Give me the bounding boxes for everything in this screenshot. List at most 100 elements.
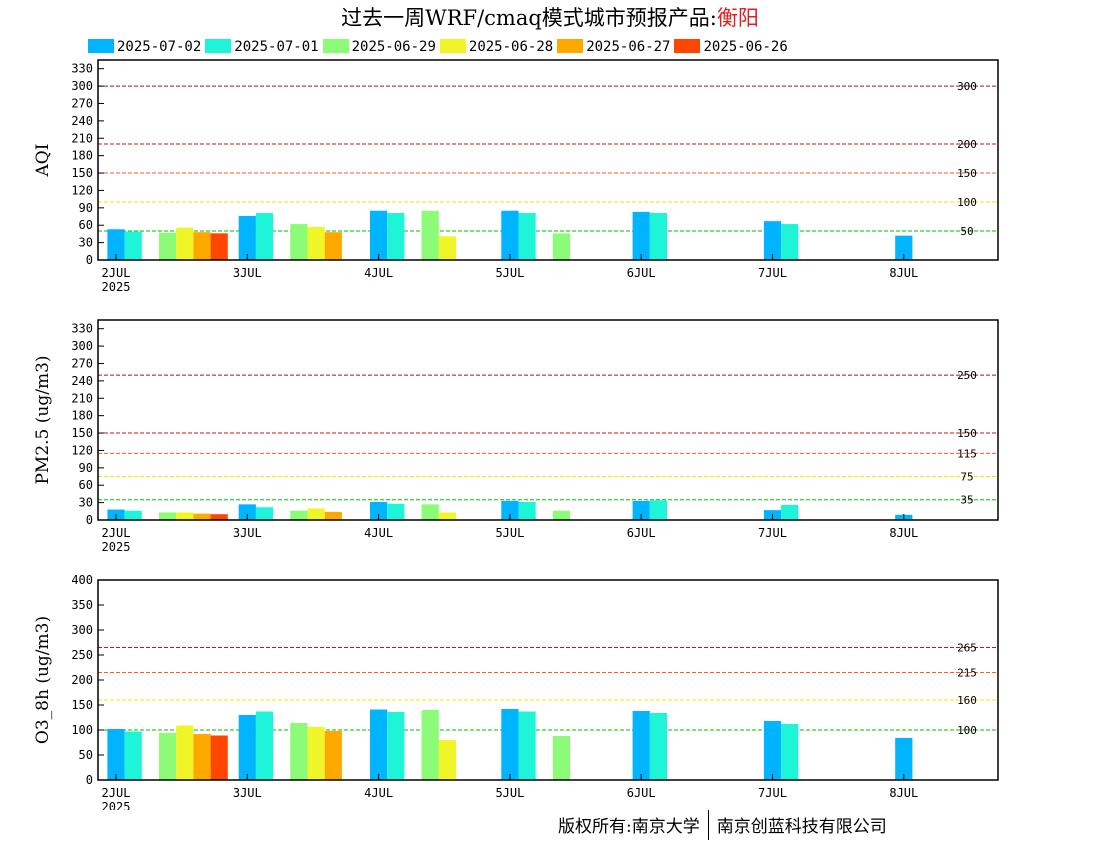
threshold-label: 100: [957, 196, 977, 209]
bar: [107, 229, 125, 260]
bar: [649, 713, 667, 780]
bar: [649, 500, 667, 520]
legend-item: 2025-06-29: [322, 38, 436, 56]
bar: [193, 513, 211, 520]
chart-panel: 265 215 160 100 0 50 100 150 200 250 300 350 400 2JUL…: [33, 573, 999, 810]
x-tick-label: 4JUL: [364, 266, 393, 280]
bar: [210, 233, 228, 260]
y-tick-label: 210: [71, 131, 93, 145]
bar: [107, 729, 125, 780]
x-tick-label: 5JUL: [495, 526, 524, 540]
threshold-label: 215: [957, 667, 977, 680]
legend-label: 2025-06-26: [703, 39, 788, 55]
bar: [632, 711, 650, 780]
legend-swatch: [205, 39, 232, 53]
bar: [552, 510, 571, 520]
plot-frame: [97, 579, 999, 781]
plot-frame: [97, 59, 999, 261]
y-tick-label: 180: [71, 149, 93, 163]
legend-label: 2025-06-27: [586, 39, 671, 55]
bar: [763, 721, 782, 780]
y-tick-label: 150: [71, 426, 93, 440]
bar: [255, 213, 274, 260]
y-tick-label: 400: [71, 573, 93, 587]
bar: [421, 504, 439, 520]
legend-swatch: [322, 39, 349, 53]
threshold-label: 160: [957, 694, 977, 707]
x-tick-label: 7JUL: [758, 786, 787, 800]
title-prefix: 过去一周WRF/cmaq模式城市预报产品:: [341, 6, 717, 30]
chart-title: 过去一周WRF/cmaq模式城市预报产品:衡阳: [0, 2, 1100, 32]
footer-left: 版权所有:南京大学: [558, 817, 700, 837]
bar: [255, 507, 274, 520]
y-tick-label: 180: [71, 409, 93, 423]
bar: [632, 500, 650, 520]
x-tick-label: 2JUL: [102, 526, 131, 540]
y-tick-label: 150: [71, 166, 93, 180]
bar: [781, 224, 799, 260]
threshold-label: 250: [957, 369, 977, 382]
y-tick-label: 100: [71, 723, 93, 737]
bar: [290, 224, 308, 260]
bar: [501, 500, 519, 520]
legend-label: 2025-07-02: [117, 39, 202, 55]
bar: [210, 735, 228, 780]
title-city: 衡阳: [716, 6, 759, 30]
bar: [159, 512, 177, 520]
y-tick-label: 60: [79, 478, 93, 492]
footer-separator: [707, 810, 709, 840]
y-tick-label: 270: [71, 96, 93, 110]
bar: [552, 736, 571, 780]
chart-area: 3002001501005003060901201501802102402703…: [33, 59, 999, 810]
y-tick-label: 300: [71, 339, 93, 353]
bar: [307, 226, 325, 260]
bar: [176, 227, 194, 260]
y-tick-label: 330: [71, 322, 93, 336]
legend-item: 2025-06-26: [674, 38, 788, 56]
bar: [438, 740, 456, 780]
legend-item: 2025-06-27: [557, 38, 670, 56]
bar: [518, 213, 536, 260]
y-tick-label: 120: [71, 443, 93, 457]
threshold-label: 300: [957, 80, 977, 93]
y-tick-label: 120: [71, 183, 93, 197]
bar: [387, 213, 405, 260]
y-tick-label: 300: [71, 79, 93, 93]
y-tick-label: 0: [86, 253, 93, 267]
bar: [238, 715, 256, 780]
bar: [290, 510, 308, 520]
bar: [324, 731, 342, 780]
legend-item: 2025-07-02: [88, 38, 201, 56]
x-tick-label: 6JUL: [627, 786, 656, 800]
legend-swatch: [674, 39, 701, 53]
bar: [124, 510, 142, 520]
y-axis-label: PM2.5 (ug/m3): [33, 355, 53, 484]
bar: [438, 236, 456, 260]
bar: [176, 725, 194, 780]
bar: [895, 738, 913, 780]
x-tick-label: 6JUL: [627, 526, 656, 540]
y-tick-label: 240: [71, 374, 93, 388]
copyright-footer: 版权所有:南京大学 南京创蓝科技有限公司: [558, 810, 887, 840]
bar: [124, 231, 142, 260]
legend-label: 2025-07-01: [234, 39, 319, 55]
x-tick-label: 2JUL: [102, 266, 131, 280]
y-tick-label: 90: [79, 461, 93, 475]
y-tick-label: 210: [71, 391, 93, 405]
bar: [387, 503, 405, 520]
x-tick-label: 5JUL: [495, 786, 524, 800]
bar: [307, 727, 325, 780]
bar: [159, 733, 177, 780]
y-tick-label: 150: [71, 698, 93, 712]
legend-swatch: [557, 39, 584, 53]
x-tick-label: 2JUL: [102, 786, 131, 800]
bar: [238, 504, 256, 520]
y-tick-label: 30: [79, 236, 93, 250]
bar: [307, 508, 325, 520]
bar: [210, 514, 228, 520]
threshold-label: 115: [957, 447, 977, 460]
y-tick-label: 90: [79, 201, 93, 215]
x-tick-label: 7JUL: [758, 266, 787, 280]
bar: [421, 210, 439, 260]
y-axis-label: O3_8h (ug/m3): [33, 616, 53, 744]
